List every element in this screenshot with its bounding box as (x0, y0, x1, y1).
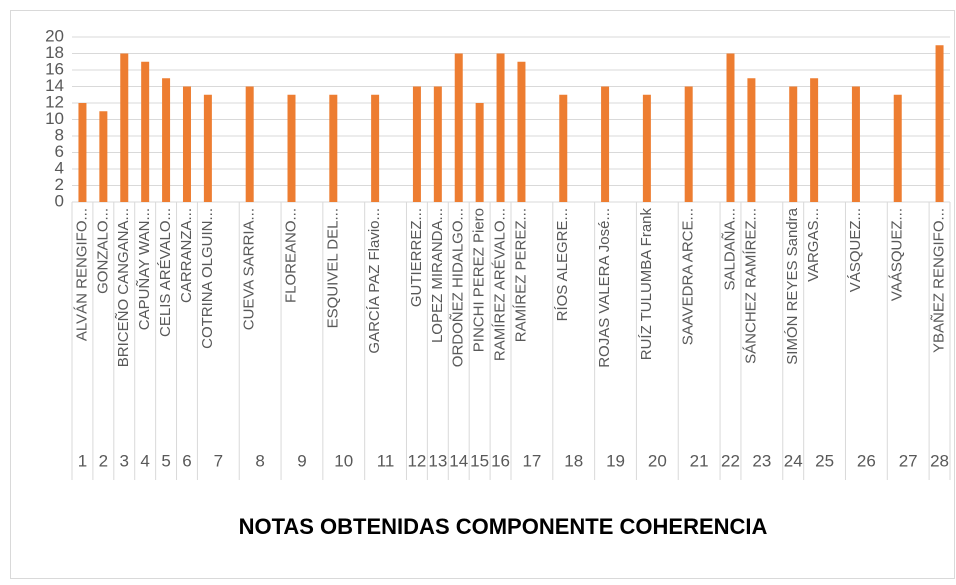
group-label: 28 (930, 451, 949, 470)
bar (559, 94, 568, 202)
group-label: 26 (857, 451, 876, 470)
chart-title: NOTAS OBTENIDAS COMPONENTE COHERENCIA (239, 514, 768, 539)
group-label: 21 (690, 451, 709, 470)
bar (851, 86, 860, 202)
x-tick-label: GUTIERREZ... (408, 208, 425, 307)
y-tick-label: 14 (45, 76, 64, 95)
x-tick-label: COTRINA OLGUIN... (199, 208, 216, 349)
bar (120, 53, 129, 202)
group-label: 7 (214, 451, 223, 470)
bar (642, 94, 651, 202)
y-tick-label: 12 (45, 92, 64, 111)
x-tick-label: SÁNCHEZ RAMÍREZ... (742, 208, 759, 364)
x-tick-label: ALVÁN RENGIFO... (73, 208, 90, 341)
y-tick-label: 16 (45, 59, 64, 78)
group-label: 11 (377, 451, 395, 470)
x-tick-label: ESQUIVEL DEL... (324, 208, 341, 328)
bar (684, 86, 693, 202)
bar (433, 86, 442, 202)
group-label: 13 (428, 451, 447, 470)
x-tick-label: SAAVEDRA ARCE... (680, 208, 697, 345)
group-label: 5 (161, 451, 170, 470)
x-tick-label: FLOREANO... (282, 208, 299, 303)
x-tick-label: VAÁSQUEZ... (889, 208, 906, 301)
x-tick-label: GONZALO... (94, 208, 111, 294)
y-tick-label: 20 (45, 26, 64, 45)
group-label: 17 (522, 451, 541, 470)
x-tick-label: VARGAS... (805, 208, 822, 282)
group-label: 12 (407, 451, 426, 470)
y-tick-label: 4 (55, 158, 64, 177)
bar (182, 86, 191, 202)
group-label: 2 (99, 451, 108, 470)
group-label: 14 (449, 451, 468, 470)
x-tick-label: CUEVA SARRIA... (241, 208, 258, 330)
bar (162, 78, 171, 202)
group-label: 4 (140, 451, 149, 470)
x-tick-label: VÁSQUEZ... (847, 208, 864, 292)
bar (287, 94, 296, 202)
bar (329, 94, 338, 202)
bar (203, 94, 212, 202)
x-tick-label: RÍOS ALEGRE... (554, 208, 571, 321)
y-tick-label: 8 (55, 125, 64, 144)
bar (893, 94, 902, 202)
bar (517, 61, 526, 202)
group-label: 25 (815, 451, 834, 470)
bar (475, 103, 484, 202)
group-label: 24 (784, 451, 803, 470)
x-tick-label: PINCHI PEREZ Piero (471, 208, 488, 352)
bar (371, 94, 380, 202)
group-label: 18 (564, 451, 583, 470)
x-tick-label: ORDOÑEZ HIDALGO... (450, 208, 467, 367)
group-label: 23 (752, 451, 771, 470)
y-tick-label: 6 (55, 142, 64, 161)
y-tick-label: 10 (45, 109, 64, 128)
group-label: 20 (648, 451, 667, 470)
bar (99, 111, 108, 202)
y-tick-label: 2 (55, 175, 64, 194)
bar (454, 53, 463, 202)
x-tick-label: BRICEÑO CANGANA... (115, 208, 132, 367)
x-tick-label: RUÍZ TULUMBA Frank (638, 208, 655, 361)
y-tick-label: 18 (45, 43, 64, 62)
x-tick-label: SALDAÑA... (721, 208, 738, 291)
x-tick-label: RAMÍREZ PEREZ... (512, 208, 529, 342)
x-tick-label: ROJAS VALERA José... (596, 208, 613, 368)
group-label: 1 (78, 451, 87, 470)
x-tick-label: GARCÍA PAZ Flavio... (366, 208, 383, 354)
bar (496, 53, 505, 202)
group-label: 22 (721, 451, 740, 470)
bar (141, 61, 150, 202)
group-label: 6 (182, 451, 191, 470)
group-label: 8 (255, 451, 264, 470)
x-tick-label: CARRANZA... (178, 208, 195, 303)
bar (726, 53, 735, 202)
bar (747, 78, 756, 202)
bar (412, 86, 421, 202)
group-label: 27 (899, 451, 918, 470)
group-label: 16 (491, 451, 510, 470)
bar (245, 86, 254, 202)
group-label: 9 (297, 451, 306, 470)
x-tick-label: YBAÑEZ RENGIFO... (931, 208, 948, 353)
y-tick-label: 0 (55, 191, 64, 210)
group-label: 10 (334, 451, 353, 470)
x-tick-label: SIMÓN REYES Sandra (784, 207, 801, 364)
x-tick-label: LOPEZ MIRANDA... (429, 208, 446, 343)
bar (78, 103, 87, 202)
group-label: 19 (606, 451, 625, 470)
x-tick-label: CELIS ARÉVALO... (157, 208, 174, 337)
group-label: 15 (470, 451, 489, 470)
x-tick-label: CAPUÑAY WAN... (136, 208, 153, 330)
bar (810, 78, 819, 202)
bar (935, 45, 944, 202)
group-label: 3 (120, 451, 129, 470)
bar (601, 86, 610, 202)
x-tick-label: RAMÍREZ ARÉVALO... (492, 208, 509, 361)
bar (789, 86, 798, 202)
